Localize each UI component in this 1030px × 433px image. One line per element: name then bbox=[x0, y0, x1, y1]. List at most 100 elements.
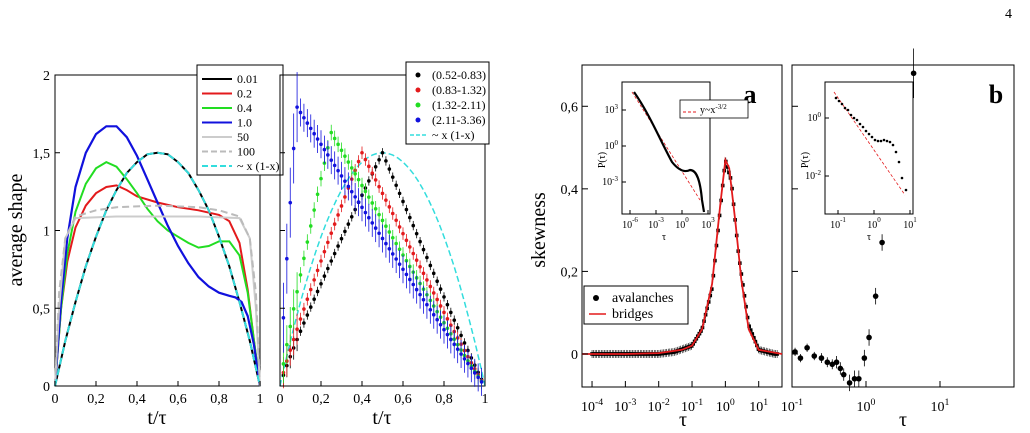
x-tick-label: 1 bbox=[482, 392, 489, 407]
data-point bbox=[438, 287, 443, 291]
data-point bbox=[428, 284, 433, 289]
inset-b-point bbox=[867, 132, 871, 136]
inset-b-y-tick-label: 100 bbox=[808, 111, 822, 124]
data-point bbox=[401, 253, 405, 257]
data-point bbox=[322, 147, 327, 152]
inset-b-point bbox=[849, 113, 853, 117]
data-point bbox=[428, 263, 433, 268]
data-point bbox=[360, 205, 364, 210]
legend-label-3: 1.0 bbox=[237, 116, 252, 130]
data-point bbox=[377, 157, 381, 162]
x-tick-label: 0,6 bbox=[169, 392, 187, 407]
data-point bbox=[384, 224, 388, 229]
legend-marker-3 bbox=[415, 117, 421, 123]
data-point bbox=[411, 282, 416, 287]
legend-label-6: ~ x (1-x) bbox=[237, 159, 279, 173]
data-point bbox=[418, 264, 422, 269]
inset-a-fit-line bbox=[631, 91, 701, 201]
data-point bbox=[349, 166, 354, 170]
legend-marker-0 bbox=[415, 72, 421, 78]
data-point bbox=[305, 313, 310, 317]
shape-left-x-ticks: 0 0,2 0,4 0,6 0,8 1 bbox=[52, 381, 264, 407]
data-point bbox=[377, 184, 381, 189]
data-point bbox=[394, 218, 398, 223]
data-point bbox=[837, 365, 844, 372]
page-number: 4 bbox=[1005, 7, 1012, 22]
series-line-1 bbox=[54, 184, 261, 387]
data-point bbox=[414, 258, 419, 262]
y-tick-label: 0 bbox=[43, 380, 50, 395]
data-point bbox=[401, 231, 405, 236]
x-tick-label: 10-1 bbox=[781, 397, 803, 415]
data-point bbox=[363, 210, 368, 215]
data-point bbox=[425, 302, 429, 307]
data-point bbox=[308, 224, 313, 228]
data-point bbox=[353, 195, 357, 199]
data-point bbox=[449, 323, 453, 328]
data-point bbox=[459, 333, 463, 338]
skewness-a-legend-box bbox=[583, 285, 689, 325]
x-tick-label: 0,8 bbox=[210, 392, 228, 407]
data-point bbox=[804, 344, 810, 351]
y-tick-label: 1,5 bbox=[33, 147, 51, 162]
inset-b-point bbox=[864, 129, 868, 133]
inset-b-x-tick-label: 10-1 bbox=[830, 216, 846, 231]
data-point bbox=[445, 317, 450, 321]
data-point bbox=[312, 278, 316, 282]
data-point bbox=[326, 240, 330, 245]
x-tick-label: 0,4 bbox=[353, 392, 371, 407]
inset-b-frame bbox=[824, 81, 914, 215]
panel-label-b: b bbox=[989, 80, 1003, 109]
inset-a-x-tick-label: 100 bbox=[675, 216, 689, 231]
legend-marker-1 bbox=[415, 87, 421, 93]
inset-a-y-tick-label: 10-3 bbox=[602, 175, 618, 188]
data-point bbox=[818, 355, 825, 361]
x-tick-label: 0,4 bbox=[128, 392, 146, 407]
data-point bbox=[285, 342, 289, 347]
inset-b-point bbox=[897, 160, 901, 164]
skewness-b-x-label: τ bbox=[899, 409, 907, 431]
skewness-a-y-label: skewness bbox=[528, 192, 550, 268]
data-point bbox=[367, 215, 371, 220]
data-point bbox=[308, 305, 313, 309]
inset-b-point bbox=[900, 176, 904, 180]
data-point bbox=[343, 195, 347, 199]
data-point bbox=[329, 259, 334, 263]
data-point bbox=[414, 231, 419, 236]
x-tick-label: 0,2 bbox=[312, 392, 330, 407]
data-point bbox=[462, 341, 467, 345]
data-point bbox=[390, 211, 395, 216]
data-point bbox=[315, 268, 320, 273]
inset-b-point bbox=[882, 138, 886, 142]
legend-label-4: 50 bbox=[237, 130, 249, 144]
data-point bbox=[336, 244, 340, 248]
inset-b-x-tick-label: 100 bbox=[867, 216, 881, 231]
skewness-b-frame bbox=[791, 64, 1015, 388]
shape-left-panel: 0 0,2 0,4 0,6 0,8 1 0 0,5 1 1,5 2 t/τ average sha… bbox=[5, 64, 284, 429]
data-point bbox=[380, 150, 385, 155]
data-point bbox=[872, 293, 879, 299]
data-point bbox=[302, 256, 306, 261]
inset-b-point bbox=[855, 118, 859, 122]
series-line-6 bbox=[54, 151, 261, 387]
inset-a-y-tick-label: 100 bbox=[605, 139, 619, 152]
data-point bbox=[404, 207, 409, 212]
data-point bbox=[380, 236, 385, 241]
shape-left-legend-box bbox=[196, 64, 284, 176]
data-point bbox=[339, 236, 344, 241]
data-point bbox=[866, 334, 872, 341]
data-point bbox=[319, 142, 323, 147]
data-point bbox=[459, 352, 463, 356]
data-point bbox=[472, 371, 477, 375]
inset-a-series bbox=[631, 91, 706, 213]
data-point bbox=[435, 279, 439, 284]
data-point bbox=[302, 116, 306, 120]
data-point bbox=[380, 191, 385, 196]
data-point bbox=[411, 251, 416, 256]
data-point bbox=[343, 229, 347, 234]
inset-b-point bbox=[891, 143, 895, 147]
data-point bbox=[308, 287, 313, 292]
data-point bbox=[387, 205, 392, 209]
skewness-b-x-ticks: 10-1 100 101 bbox=[781, 105, 950, 415]
